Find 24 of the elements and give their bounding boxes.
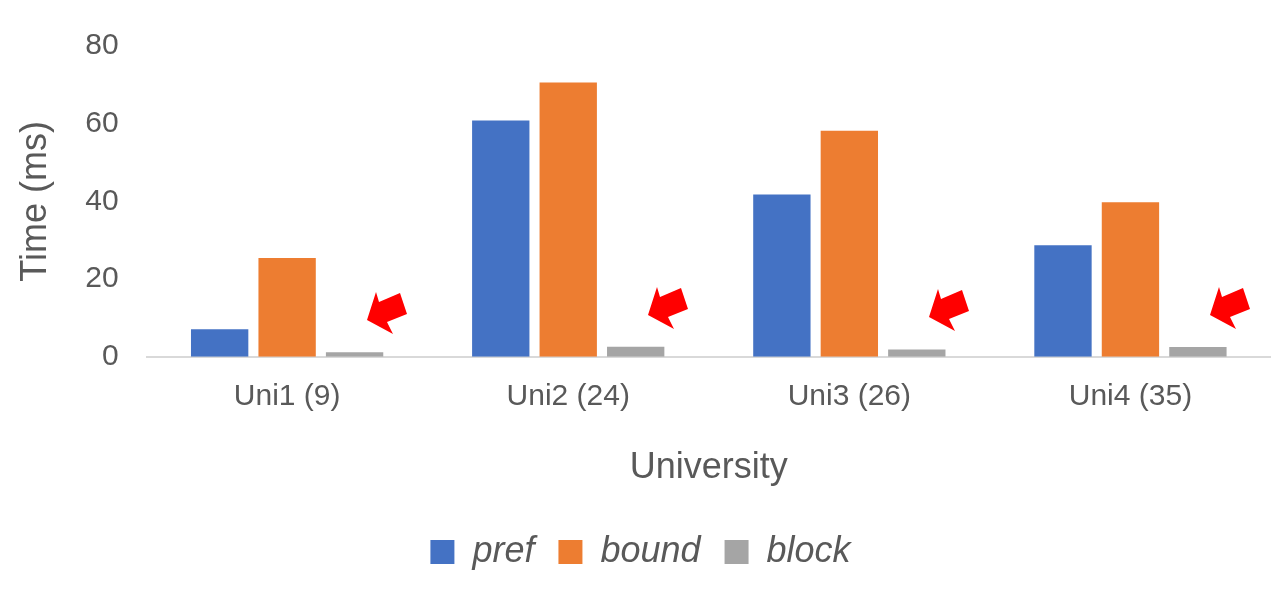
y-tick-label: 0 bbox=[101, 338, 119, 372]
x-tick-label: Uni1 (9) bbox=[233, 378, 341, 412]
y-tick-label: 80 bbox=[85, 27, 119, 61]
legend-label: block bbox=[766, 529, 853, 571]
legend-label: pref bbox=[471, 529, 539, 571]
bar bbox=[820, 130, 879, 357]
y-axis-title: Time (ms) bbox=[12, 121, 54, 282]
bar bbox=[472, 120, 530, 357]
bar bbox=[1034, 245, 1092, 357]
bar bbox=[539, 82, 597, 357]
x-tick-label: Uni3 (26) bbox=[787, 378, 912, 412]
bar bbox=[1169, 347, 1227, 357]
x-tick-label: Uni4 (35) bbox=[1068, 378, 1193, 412]
bar bbox=[888, 349, 946, 357]
bar bbox=[190, 329, 249, 357]
y-tick-label: 60 bbox=[85, 104, 119, 138]
bar bbox=[1101, 202, 1160, 357]
bar bbox=[753, 194, 811, 357]
y-tick-label: 20 bbox=[85, 260, 119, 294]
x-tick-label: Uni2 (24) bbox=[506, 378, 630, 412]
y-tick-label: 40 bbox=[85, 182, 119, 216]
x-axis-title: University bbox=[629, 445, 788, 487]
bar bbox=[258, 258, 316, 357]
legend-label: bound bbox=[600, 529, 702, 571]
